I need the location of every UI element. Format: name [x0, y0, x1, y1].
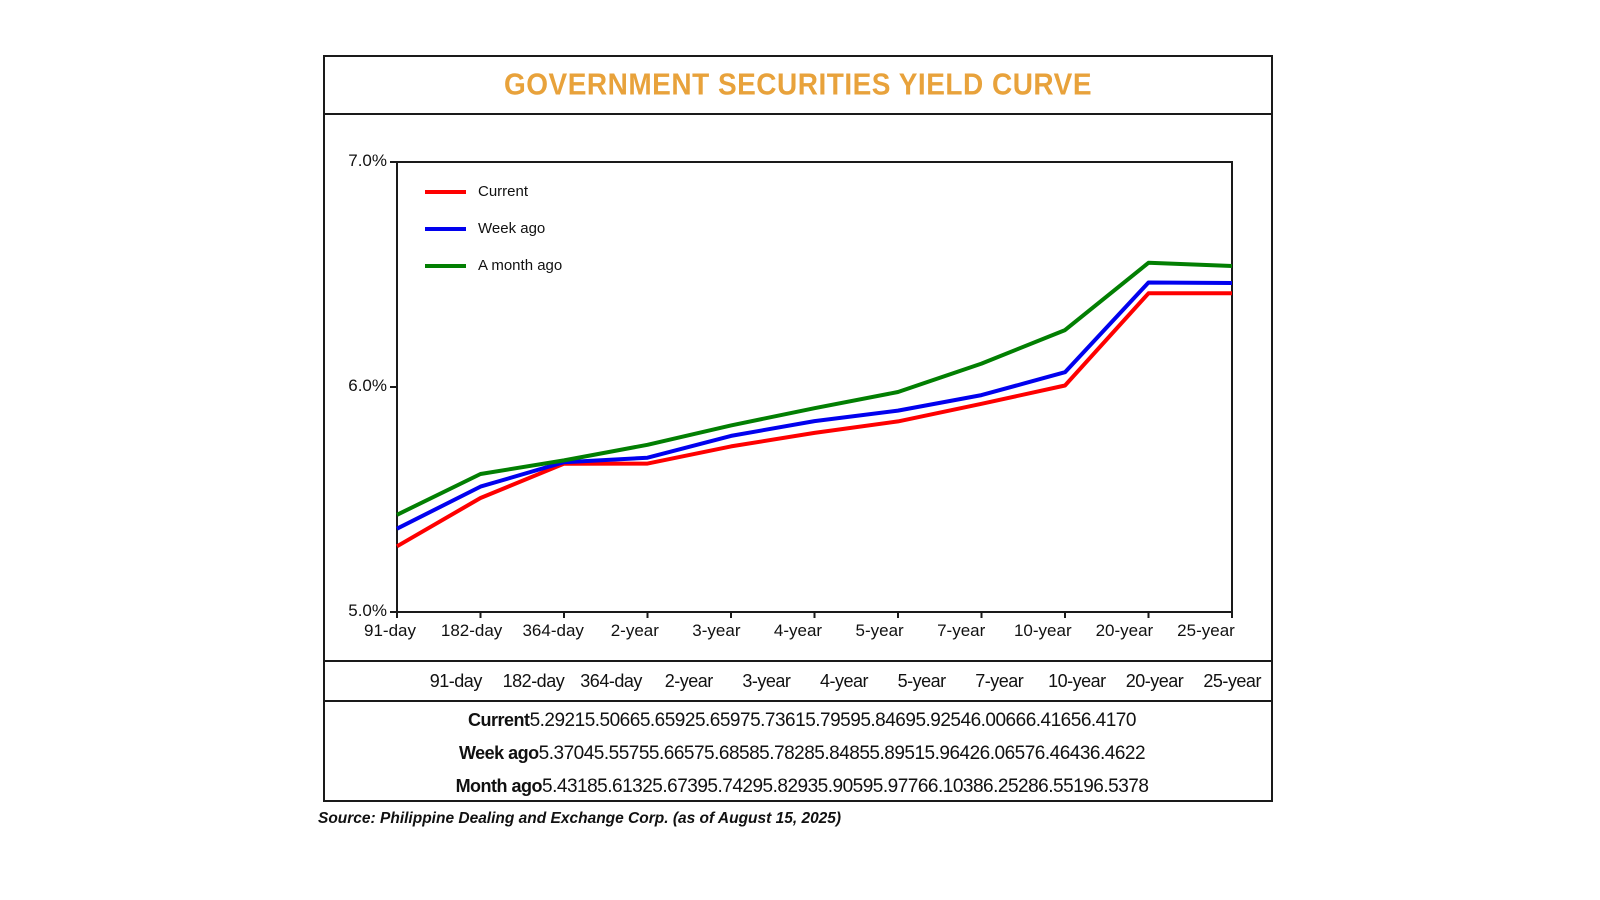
chart-title: GOVERNMENT SECURITIES YIELD CURVE: [504, 67, 1092, 102]
x-axis-label: 4-year: [773, 621, 823, 640]
table-header-cell: 20-year: [1125, 670, 1184, 691]
table-cell: 5.8469: [860, 709, 916, 731]
source-note: Source: Philippine Dealing and Exchange …: [318, 810, 842, 827]
table-cell: 5.7361: [750, 709, 806, 731]
table-cell: 5.6858: [704, 742, 760, 764]
table-header-cell: 2-year: [664, 670, 714, 691]
table-cell: 5.9642: [924, 742, 981, 764]
legend: Current Week ago A month ago: [425, 173, 562, 284]
table-cell: 5.6739: [652, 775, 708, 797]
x-axis-label: 364-day: [522, 621, 584, 640]
table-header-cell: 91-day: [429, 670, 483, 691]
table-cell: 5.7429: [707, 775, 763, 797]
table-cell: 6.4643: [1034, 742, 1091, 764]
table-cell: 6.4170: [1080, 709, 1137, 731]
table-header-cell: 3-year: [742, 670, 791, 691]
table-row-label: Month ago: [455, 776, 543, 796]
legend-line-blue: [425, 226, 466, 231]
table-header-cell: 4-year: [819, 670, 869, 691]
table-cell: 5.5575: [593, 742, 650, 764]
table-cell: 5.6597: [694, 709, 751, 731]
table-cell: 6.0657: [979, 742, 1036, 764]
legend-label: Current: [478, 183, 529, 200]
table-header-cell: 7-year: [975, 670, 1024, 691]
x-axis-label: 20-year: [1095, 621, 1154, 640]
table-cell: 5.9059: [817, 775, 874, 797]
yield-curve-chart: 7.0% 6.0% 5.0% 91-day 182-day 364-day 2-…: [325, 115, 1271, 660]
legend-line-red: [425, 189, 466, 194]
table-cell: 5.6657: [648, 742, 705, 764]
table-cell: 6.1038: [927, 775, 984, 797]
legend-item-week-ago: Week ago: [425, 210, 562, 247]
x-axis-label: 91-day: [364, 621, 416, 640]
table-row-label: Week ago: [458, 743, 539, 763]
legend-item-current: Current: [425, 173, 562, 210]
table-corner-cell: [325, 662, 417, 700]
x-axis-label: 182-day: [440, 621, 503, 640]
x-axis-label: 5-year: [855, 621, 904, 640]
table-cell: 5.8485: [814, 742, 870, 764]
chart-panel: GOVERNMENT SECURITIES YIELD CURVE 7.0% 6…: [323, 55, 1273, 802]
legend-item-month-ago: A month ago: [425, 247, 562, 284]
table-cell: 5.2921: [529, 709, 586, 731]
table-row-label: Current: [468, 710, 530, 730]
table-row-current: Current 5.2921 5.5066 5.6592 5.6597 5.73…: [325, 704, 1271, 737]
y-axis-label: 5.0%: [348, 601, 387, 620]
panel-title-bar: GOVERNMENT SECURITIES YIELD CURVE: [325, 57, 1271, 115]
table-cell: 5.9776: [872, 775, 929, 797]
table-cell: 5.6132: [597, 775, 653, 797]
table-cell: 5.8951: [869, 742, 925, 764]
table-cell: 6.5378: [1093, 775, 1149, 797]
table-header-cell: 5-year: [897, 670, 947, 691]
table-cell: 5.3704: [538, 742, 595, 764]
table-cell: 6.4622: [1089, 742, 1146, 764]
table-cell: 5.7828: [759, 742, 815, 764]
table-row-week-ago: Week ago 5.3704 5.5575 5.6657 5.6858 5.7…: [325, 737, 1271, 770]
table-cell: 6.2528: [983, 775, 1039, 797]
table-cell: 5.4318: [542, 775, 598, 797]
y-axis-label: 6.0%: [348, 376, 387, 395]
table-cell: 5.9254: [915, 709, 971, 731]
legend-label: A month ago: [478, 257, 563, 274]
yield-table: 91-day 182-day 364-day 2-year 3-year 4-y…: [325, 660, 1271, 803]
legend-line-green: [425, 263, 466, 268]
table-cell: 6.4165: [1025, 709, 1082, 731]
table-cell: 5.6592: [639, 709, 696, 731]
table-header-cell: 10-year: [1048, 670, 1106, 691]
legend-label: Week ago: [478, 220, 546, 237]
y-axis-label: 7.0%: [348, 151, 387, 170]
table-cell: 6.5519: [1038, 775, 1094, 797]
table-cell: 5.5066: [584, 709, 641, 731]
x-axis-label: 7-year: [937, 621, 986, 640]
x-axis-label: 2-year: [610, 621, 659, 640]
table-header-cell: 182-day: [502, 670, 565, 691]
table-header-row: 91-day 182-day 364-day 2-year 3-year 4-y…: [325, 662, 1271, 702]
table-row-month-ago: Month ago 5.4318 5.6132 5.6739 5.7429 5.…: [325, 770, 1271, 803]
table-header-cell: 364-day: [580, 670, 642, 691]
table-cell: 5.7959: [805, 709, 861, 731]
yield-curve-plot: [390, 161, 1233, 618]
x-axis-label: 10-year: [1013, 621, 1072, 640]
table-header-cell: 25-year: [1203, 670, 1261, 691]
table-cell: 6.0066: [970, 709, 1027, 731]
table-cell: 5.8293: [762, 775, 819, 797]
x-axis-label: 25-year: [1177, 621, 1235, 640]
x-axis-label: 3-year: [692, 621, 741, 640]
